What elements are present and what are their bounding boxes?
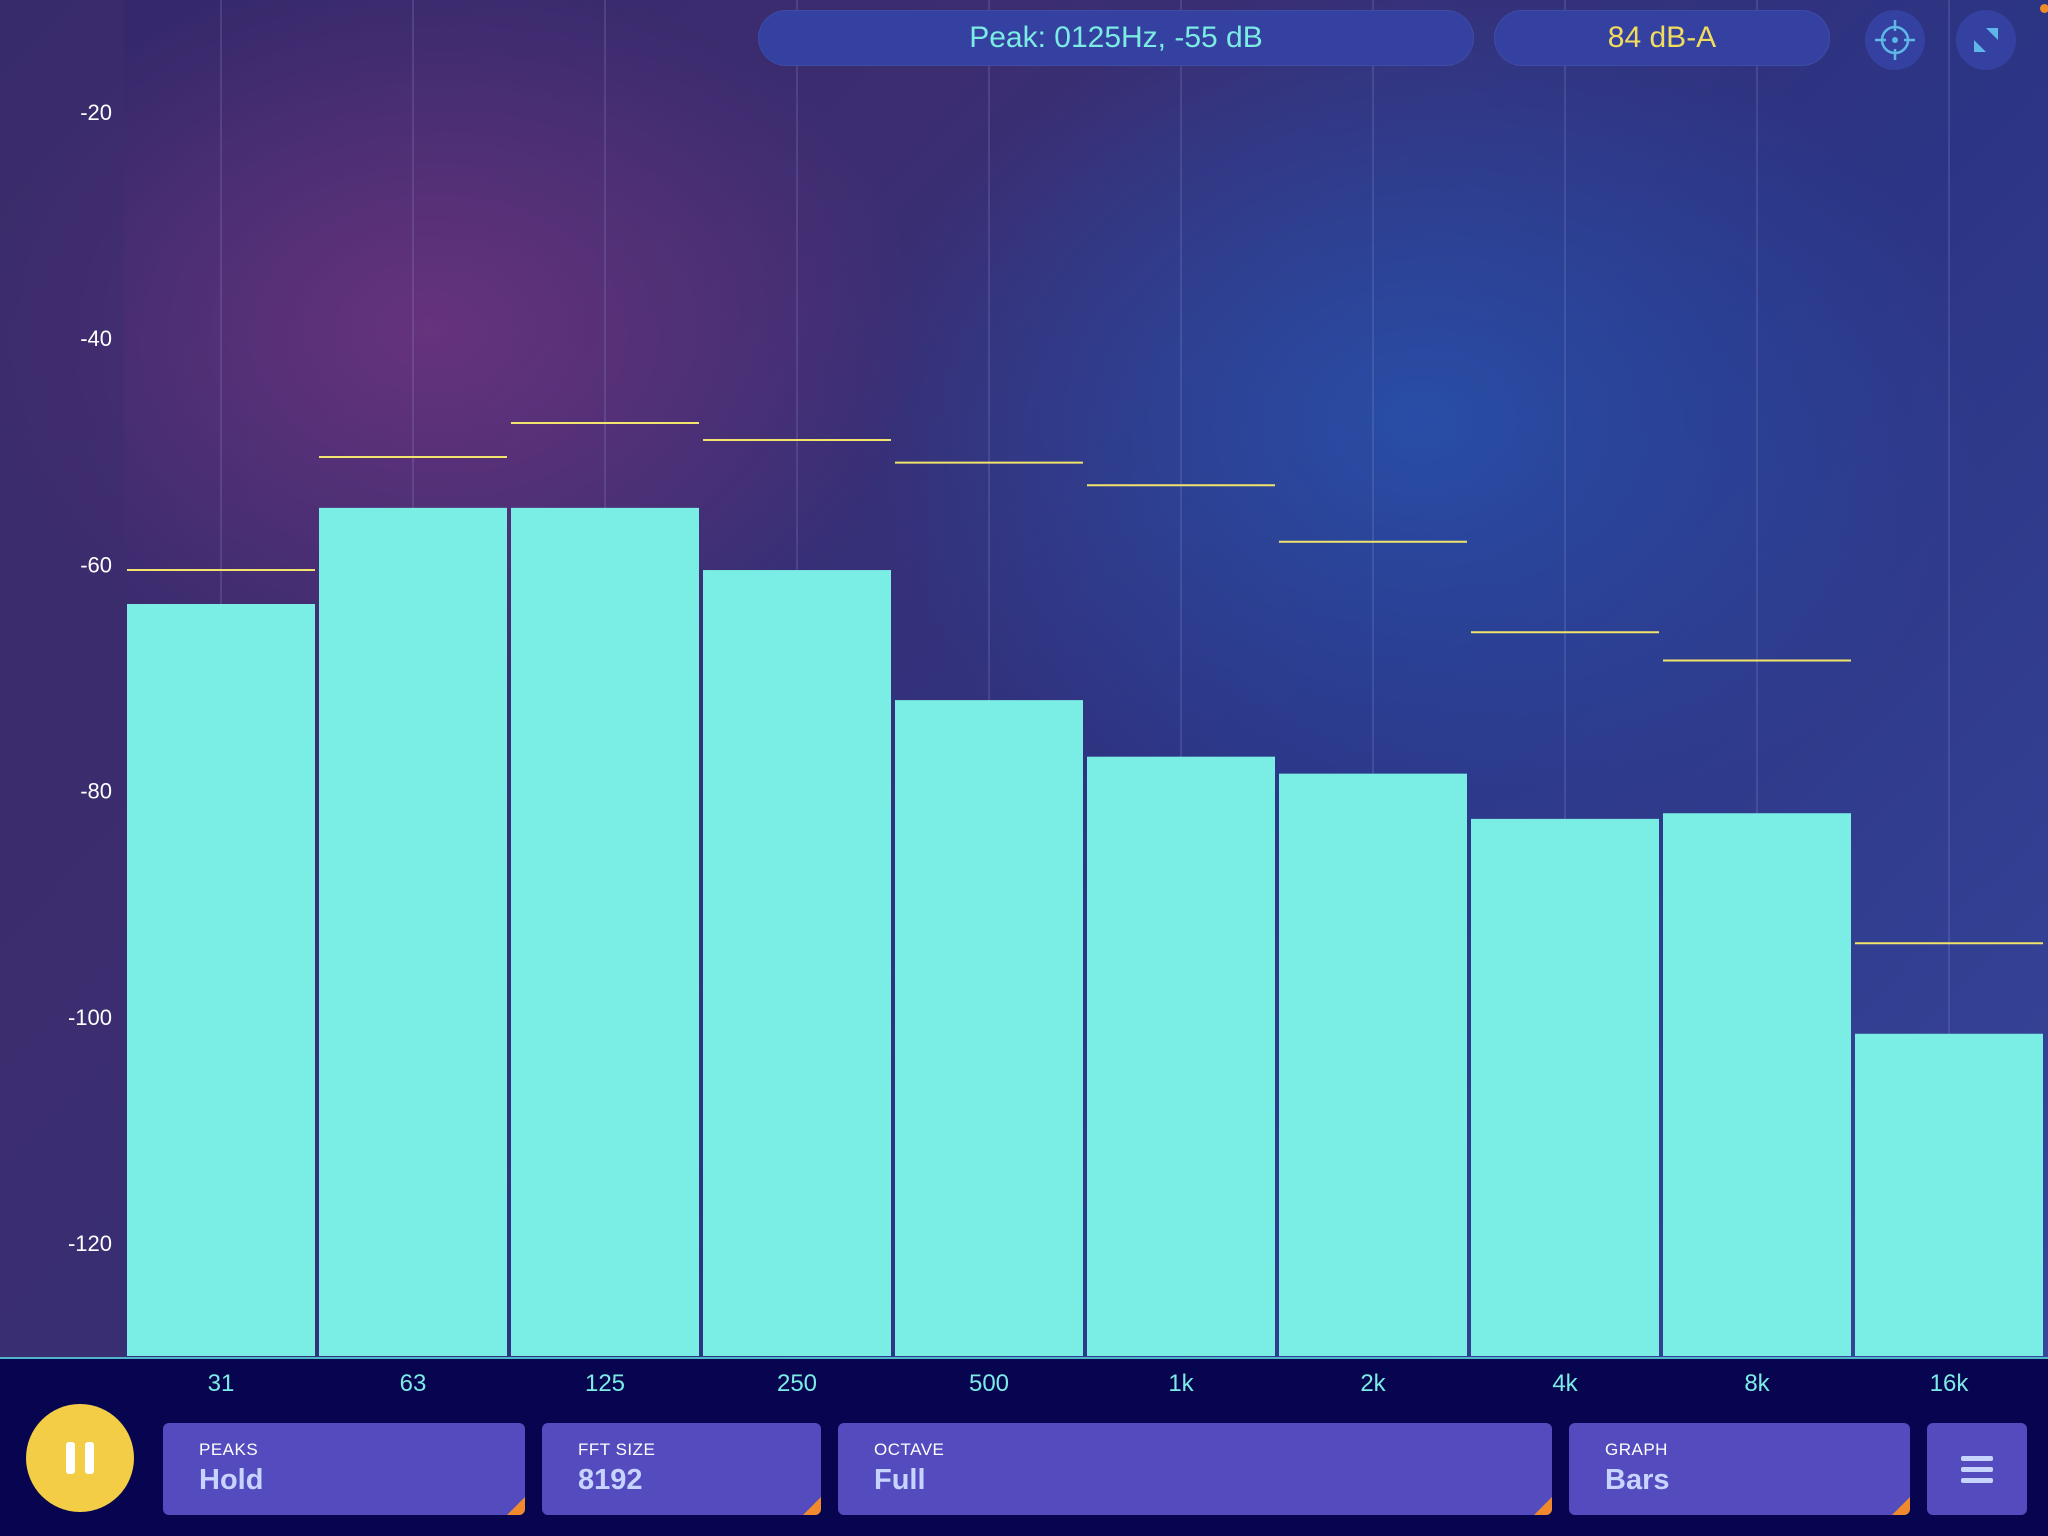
- graph-caption: GRAPH: [1605, 1440, 1668, 1459]
- peaks-caption: PEAKS: [199, 1440, 259, 1459]
- x-tick-label: 2k: [1360, 1370, 1386, 1397]
- spectrum-bar: [319, 507, 507, 1357]
- y-tick-label: -120: [68, 1231, 112, 1256]
- pause-icon: [61, 1442, 99, 1474]
- y-tick-label: -60: [80, 552, 112, 577]
- x-tick-label: 500: [968, 1370, 1010, 1397]
- y-tick-label: -40: [80, 326, 112, 351]
- x-tick-label: 4k: [1552, 1370, 1578, 1397]
- octave-caption: OCTAVE: [874, 1440, 945, 1459]
- spectrum-bar: [1663, 813, 1851, 1356]
- spectrum-plot: -20 -40 -60 -80 -100 -120: [0, 0, 2048, 1358]
- graph-selector[interactable]: GRAPH Bars: [1569, 1423, 1910, 1515]
- y-tick-label: -80: [80, 779, 112, 804]
- octave-selector[interactable]: OCTAVE Full: [838, 1423, 1552, 1515]
- target-button[interactable]: [1865, 10, 1925, 70]
- level-readout: 84 dB-A: [1494, 10, 1830, 66]
- x-tick-label: 250: [776, 1370, 818, 1397]
- x-tick-label: 1k: [1168, 1370, 1194, 1397]
- x-tick-label: 8k: [1744, 1370, 1770, 1397]
- status-indicator: [2040, 4, 2048, 13]
- fft-size-caption: FFT SIZE: [578, 1440, 656, 1459]
- dropdown-corner-icon: [507, 1497, 525, 1515]
- hamburger-menu-icon: [1961, 1453, 1993, 1486]
- x-axis-line: [0, 1357, 2048, 1359]
- spectrum-bar: [511, 507, 699, 1357]
- y-axis-strip: [0, 0, 124, 1358]
- x-tick-label: 63: [399, 1370, 427, 1397]
- spectrum-bar: [1087, 756, 1275, 1356]
- octave-value: Full: [874, 1464, 926, 1496]
- dropdown-corner-icon: [803, 1497, 821, 1515]
- menu-button[interactable]: [1927, 1423, 2027, 1515]
- y-tick-label: -20: [80, 100, 112, 125]
- spectrum-bar: [1279, 773, 1467, 1356]
- spectrum-bar: [1471, 818, 1659, 1356]
- x-tick-label: 31: [207, 1370, 235, 1397]
- graph-value: Bars: [1605, 1464, 1670, 1496]
- peak-readout: Peak: 0125Hz, -55 dB: [758, 10, 1474, 66]
- spectrum-bar: [127, 603, 315, 1356]
- peaks-value: Hold: [199, 1464, 264, 1496]
- peaks-selector[interactable]: PEAKS Hold: [163, 1423, 525, 1515]
- spectrum-bar: [895, 700, 1083, 1356]
- x-tick-label: 125: [584, 1370, 626, 1397]
- x-tick-label: 16k: [1929, 1370, 1969, 1397]
- pause-button[interactable]: [26, 1404, 134, 1512]
- fft-size-value: 8192: [578, 1464, 643, 1496]
- spectrum-bar: [703, 570, 891, 1356]
- dropdown-corner-icon: [1534, 1497, 1552, 1515]
- dropdown-corner-icon: [1892, 1497, 1910, 1515]
- y-tick-label: -100: [68, 1005, 112, 1030]
- fullscreen-button[interactable]: [1956, 10, 2016, 70]
- crosshair-icon: [1875, 20, 1915, 60]
- spectrum-chart: -20 -40 -60 -80 -100 -120: [68, 0, 2043, 1357]
- spectrum-bar: [1855, 1033, 2043, 1356]
- fullscreen-icon: [1974, 28, 1998, 52]
- fft-size-selector[interactable]: FFT SIZE 8192: [542, 1423, 821, 1515]
